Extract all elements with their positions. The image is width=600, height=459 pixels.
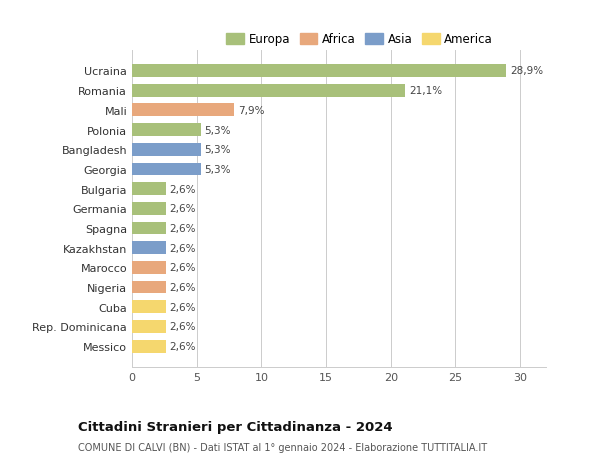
Bar	[132, 262, 166, 274]
Bar	[132, 320, 166, 333]
Bar	[132, 222, 166, 235]
Text: 2,6%: 2,6%	[170, 243, 196, 253]
Text: 2,6%: 2,6%	[170, 204, 196, 214]
Text: 2,6%: 2,6%	[170, 282, 196, 292]
Text: 2,6%: 2,6%	[170, 263, 196, 273]
Bar	[132, 104, 234, 117]
Bar	[132, 144, 200, 156]
Bar	[132, 124, 200, 137]
Text: 2,6%: 2,6%	[170, 302, 196, 312]
Bar	[132, 281, 166, 294]
Bar	[132, 340, 166, 353]
Text: Cittadini Stranieri per Cittadinanza - 2024: Cittadini Stranieri per Cittadinanza - 2…	[78, 420, 392, 433]
Text: COMUNE DI CALVI (BN) - Dati ISTAT al 1° gennaio 2024 - Elaborazione TUTTITALIA.I: COMUNE DI CALVI (BN) - Dati ISTAT al 1° …	[78, 442, 487, 452]
Text: 5,3%: 5,3%	[205, 145, 231, 155]
Bar	[132, 163, 200, 176]
Bar	[132, 84, 405, 97]
Text: 2,6%: 2,6%	[170, 184, 196, 194]
Text: 2,6%: 2,6%	[170, 224, 196, 234]
Text: 5,3%: 5,3%	[205, 125, 231, 135]
Text: 2,6%: 2,6%	[170, 322, 196, 332]
Bar	[132, 301, 166, 313]
Bar	[132, 183, 166, 196]
Text: 5,3%: 5,3%	[205, 164, 231, 174]
Bar	[132, 65, 506, 78]
Text: 28,9%: 28,9%	[510, 66, 543, 76]
Bar	[132, 242, 166, 255]
Bar	[132, 202, 166, 215]
Text: 7,9%: 7,9%	[238, 106, 265, 116]
Text: 2,6%: 2,6%	[170, 341, 196, 352]
Legend: Europa, Africa, Asia, America: Europa, Africa, Asia, America	[224, 31, 496, 49]
Text: 21,1%: 21,1%	[409, 86, 442, 96]
